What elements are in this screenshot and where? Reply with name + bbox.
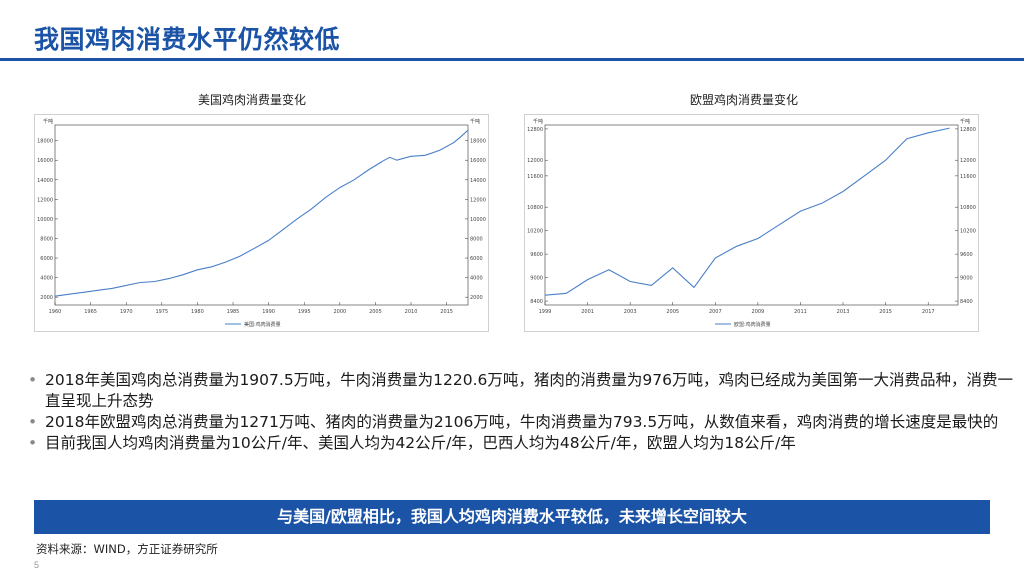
bullet-text: 2018年欧盟鸡肉总消费量为1271万吨、猪肉的消费量为2106万吨，牛肉消费量… [45,413,999,431]
x-tick-label: 1995 [298,309,311,315]
legend-label: 欧盟:鸡肉消费量 [734,321,771,328]
x-tick-label: 2005 [369,309,382,315]
bullet-text: 2018年美国鸡肉总消费量为1907.5万吨，牛肉消费量为1220.6万吨，猪肉… [45,371,1014,410]
series-line [544,127,950,296]
x-tick-label: 2009 [752,309,765,315]
y-tick-label: 12000 [470,197,486,203]
y-tick-label: 2000 [40,295,53,301]
bullet-marker: • [28,371,38,389]
y-tick-label: 11600 [527,174,543,180]
x-tick-label: 2007 [709,309,722,315]
y-tick-label: 10000 [37,217,53,223]
y-tick-label: 9600 [960,252,973,258]
y-tick-label: 10200 [527,229,543,235]
x-tick-label: 1990 [262,309,275,315]
x-tick-label: 2010 [405,309,418,315]
us-chicken-chart: 千吨 千吨 18000 18000 16000 16000 14000 14000 12000 1… [34,114,489,332]
series-line [54,129,469,297]
legend-label: 美国:鸡肉消费量 [244,321,281,328]
x-tick-label: 2000 [333,309,346,315]
y-tick-label: 4000 [470,276,483,282]
y-tick-label: 12800 [960,127,976,133]
page-title: 我国鸡肉消费水平仍然较低 [34,25,341,54]
bullet-text: 目前我国人均鸡肉消费量为10公斤/年、美国人均为42公斤/年，巴西人均为48公斤… [45,434,796,452]
y-tick-label: 12000 [37,197,53,203]
y-tick-label: 16000 [37,158,53,164]
unit-label: 千吨 [470,118,480,125]
y-tick-label: 12800 [527,127,543,133]
x-tick-label: 1999 [539,309,552,315]
y-tick-label: 8400 [960,299,973,305]
unit-label: 千吨 [533,118,543,125]
y-tick-label: 2000 [470,295,483,301]
x-tick-label: 1975 [155,309,168,315]
y-tick-label: 18000 [37,139,53,145]
y-tick-label: 4000 [40,276,53,282]
y-tick-label: 9000 [530,276,543,282]
source-note: 资料来源：WIND，方正证券研究所 [36,542,218,556]
x-tick-label: 2003 [624,309,637,315]
x-tick-label: 1970 [120,309,133,315]
x-tick-label: 2015 [879,309,892,315]
x-tick-label: 1960 [49,309,62,315]
bullet-list: • 2018年美国鸡肉总消费量为1907.5万吨，牛肉消费量为1220.6万吨，… [24,370,1014,454]
x-tick-label: 2017 [922,309,935,315]
y-tick-label: 12000 [527,158,543,164]
y-tick-label: 10200 [960,229,976,235]
y-tick-label: 14000 [470,178,486,184]
title-divider [0,58,1024,61]
x-tick-label: 1985 [227,309,240,315]
eu-chart-title: 欧盟鸡肉消费量变化 [690,93,799,107]
y-tick-label: 6000 [470,256,483,262]
y-tick-label: 8400 [530,299,543,305]
x-tick-label: 2001 [581,309,594,315]
y-tick-label: 18000 [470,139,486,145]
bullet-item: • 2018年美国鸡肉总消费量为1907.5万吨，牛肉消费量为1220.6万吨，… [24,370,1014,412]
conclusion-banner: 与美国/欧盟相比，我国人均鸡肉消费水平较低，未来增长空间较大 [34,500,990,534]
y-tick-label: 12000 [960,158,976,164]
unit-label: 千吨 [960,118,970,125]
unit-label: 千吨 [43,118,53,125]
chart-svg: 千吨 千吨 18000 18000 16000 16000 14000 14000 12000 1… [37,118,486,328]
y-tick-label: 10800 [960,205,976,211]
us-chart-title: 美国鸡肉消费量变化 [198,93,307,107]
x-tick-label: 2013 [837,309,850,315]
x-tick-label: 1980 [191,309,204,315]
y-tick-label: 16000 [470,158,486,164]
y-tick-label: 9600 [530,252,543,258]
chart-svg: 千吨 千吨 12800 12800 12000 12000 11600 11600 10800 1… [527,118,976,328]
x-tick-label: 1965 [84,309,97,315]
page-number: 5 [34,560,40,570]
bullet-item: • 目前我国人均鸡肉消费量为10公斤/年、美国人均为42公斤/年，巴西人均为48… [24,433,1014,454]
y-tick-label: 10000 [470,217,486,223]
y-tick-label: 11600 [960,174,976,180]
y-tick-label: 9000 [960,276,973,282]
eu-chicken-chart: 千吨 千吨 12800 12800 12000 12000 11600 11600 10800 1… [524,114,979,332]
y-tick-label: 14000 [37,178,53,184]
bullet-marker: • [28,413,38,431]
y-tick-label: 8000 [470,236,483,242]
bullet-marker: • [28,434,38,452]
plot-area [54,124,469,306]
x-tick-label: 2015 [440,309,453,315]
x-tick-label: 2011 [794,309,807,315]
x-tick-label: 2005 [666,309,679,315]
bullet-item: • 2018年欧盟鸡肉总消费量为1271万吨、猪肉的消费量为2106万吨，牛肉消… [24,412,1014,433]
plot-area [544,124,959,306]
y-tick-label: 10800 [527,205,543,211]
y-tick-label: 6000 [40,256,53,262]
y-tick-label: 8000 [40,236,53,242]
